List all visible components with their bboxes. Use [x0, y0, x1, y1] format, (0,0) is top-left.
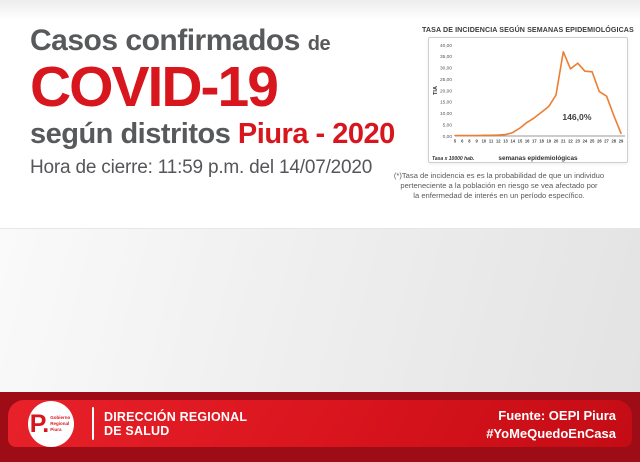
- svg-text:17: 17: [532, 139, 537, 144]
- chart-footnote-line1: (*)Tasa de incidencia es es la probabili…: [393, 171, 605, 180]
- footer: P. Gobierno Regional Piura DIRECCIÓN REG…: [0, 392, 640, 462]
- svg-text:6: 6: [461, 139, 464, 144]
- title-covid19: COVID-19: [30, 55, 279, 119]
- svg-text:Tasa x 10000 hab.: Tasa x 10000 hab.: [432, 156, 474, 162]
- org-name-line2: DE SALUD: [104, 424, 170, 439]
- incidence-chart-block: TASA DE INCIDENCIA SEGÚN SEMANAS EPIDEMI…: [394, 26, 634, 201]
- gobierno-regional-piura-logo: P. Gobierno Regional Piura: [28, 401, 74, 447]
- svg-text:35,00: 35,00: [440, 54, 452, 60]
- svg-text:146,0%: 146,0%: [562, 112, 592, 122]
- svg-text:15,00: 15,00: [440, 100, 452, 106]
- org-name: DIRECCIÓN REGIONAL DE SALUD: [104, 410, 247, 439]
- chart-footnote-line3: la enfermedad de interés en un período e…: [413, 190, 585, 200]
- title-line-1: Casos confirmados de: [30, 24, 420, 58]
- svg-text:28: 28: [612, 139, 617, 144]
- title-block: Casos confirmados de COVID-19 según dist…: [30, 24, 420, 179]
- svg-text:20: 20: [554, 139, 559, 144]
- header-section: Casos confirmados de COVID-19 según dist…: [0, 0, 640, 228]
- incidence-chart-svg: 0,00 5,00 10,00 15,00 20,00 25,00 30,00 35,00 40…: [432, 43, 625, 162]
- title-line-3-red: Piura - 2020: [237, 118, 395, 150]
- svg-text:12: 12: [496, 139, 501, 144]
- stats-band: 30,034 CASOS CONFIRMADOS 23,721 PACIENTE…: [0, 228, 640, 392]
- svg-text:8: 8: [468, 139, 471, 144]
- org-name-line1: DIRECCIÓN REGIONAL: [104, 410, 248, 424]
- footer-divider: [92, 407, 94, 440]
- title-line-3-gray: según distritos: [30, 118, 231, 150]
- svg-text:10,00: 10,00: [440, 111, 452, 117]
- svg-text:29: 29: [619, 139, 624, 144]
- title-line-3: según distritos Piura - 2020: [30, 118, 420, 151]
- svg-text:20,00: 20,00: [440, 88, 452, 94]
- chart-title: TASA DE INCIDENCIA SEGÚN SEMANAS EPIDEMI…: [422, 26, 634, 34]
- svg-text:40,00: 40,00: [440, 43, 452, 49]
- title-line-1-text: Casos confirmados: [30, 24, 300, 57]
- svg-text:5,00: 5,00: [443, 122, 453, 128]
- svg-text:13: 13: [503, 139, 508, 144]
- svg-text:14: 14: [510, 139, 515, 144]
- svg-text:22: 22: [568, 139, 573, 144]
- svg-text:9: 9: [476, 139, 479, 144]
- svg-text:23: 23: [575, 139, 580, 144]
- svg-text:27: 27: [604, 139, 609, 144]
- footer-panel: P. Gobierno Regional Piura DIRECCIÓN REG…: [8, 400, 632, 447]
- svg-text:16: 16: [525, 139, 530, 144]
- chart-card: 0,00 5,00 10,00 15,00 20,00 25,00 30,00 35,00 40…: [428, 37, 628, 163]
- title-line-1-suffix: de: [307, 33, 331, 55]
- svg-text:semanas epidemiológicas: semanas epidemiológicas: [498, 155, 578, 162]
- svg-text:30,00: 30,00: [440, 66, 452, 72]
- svg-text:21: 21: [561, 139, 566, 144]
- svg-text:19: 19: [547, 139, 552, 144]
- source-text: Fuente: OEPI Piura: [498, 408, 616, 423]
- hashtag-text: #YoMeQuedoEnCasa: [486, 425, 616, 441]
- svg-text:25,00: 25,00: [440, 77, 452, 83]
- chart-footnote: (*)Tasa de incidencia es es la probabili…: [364, 171, 634, 201]
- svg-text:5: 5: [454, 139, 457, 144]
- svg-text:25: 25: [590, 139, 595, 144]
- logo-subtext: Gobierno Regional Piura: [50, 415, 71, 432]
- svg-text:24: 24: [583, 139, 588, 144]
- logo-p-glyph: P.: [29, 409, 49, 438]
- svg-text:10: 10: [482, 139, 487, 144]
- footer-source-block: Fuente: OEPI Piura #YoMeQuedoEnCasa: [486, 407, 616, 442]
- svg-text:TIA: TIA: [433, 86, 439, 95]
- closing-time: Hora de cierre: 11:59 p.m. del 14/07/202…: [30, 157, 373, 178]
- svg-text:0,00: 0,00: [443, 134, 453, 140]
- svg-text:26: 26: [597, 139, 602, 144]
- chart-footnote-line2: perteneciente a la población en riesgo s…: [400, 180, 598, 190]
- svg-text:15: 15: [518, 139, 523, 144]
- svg-text:18: 18: [539, 139, 544, 144]
- svg-text:11: 11: [489, 139, 494, 144]
